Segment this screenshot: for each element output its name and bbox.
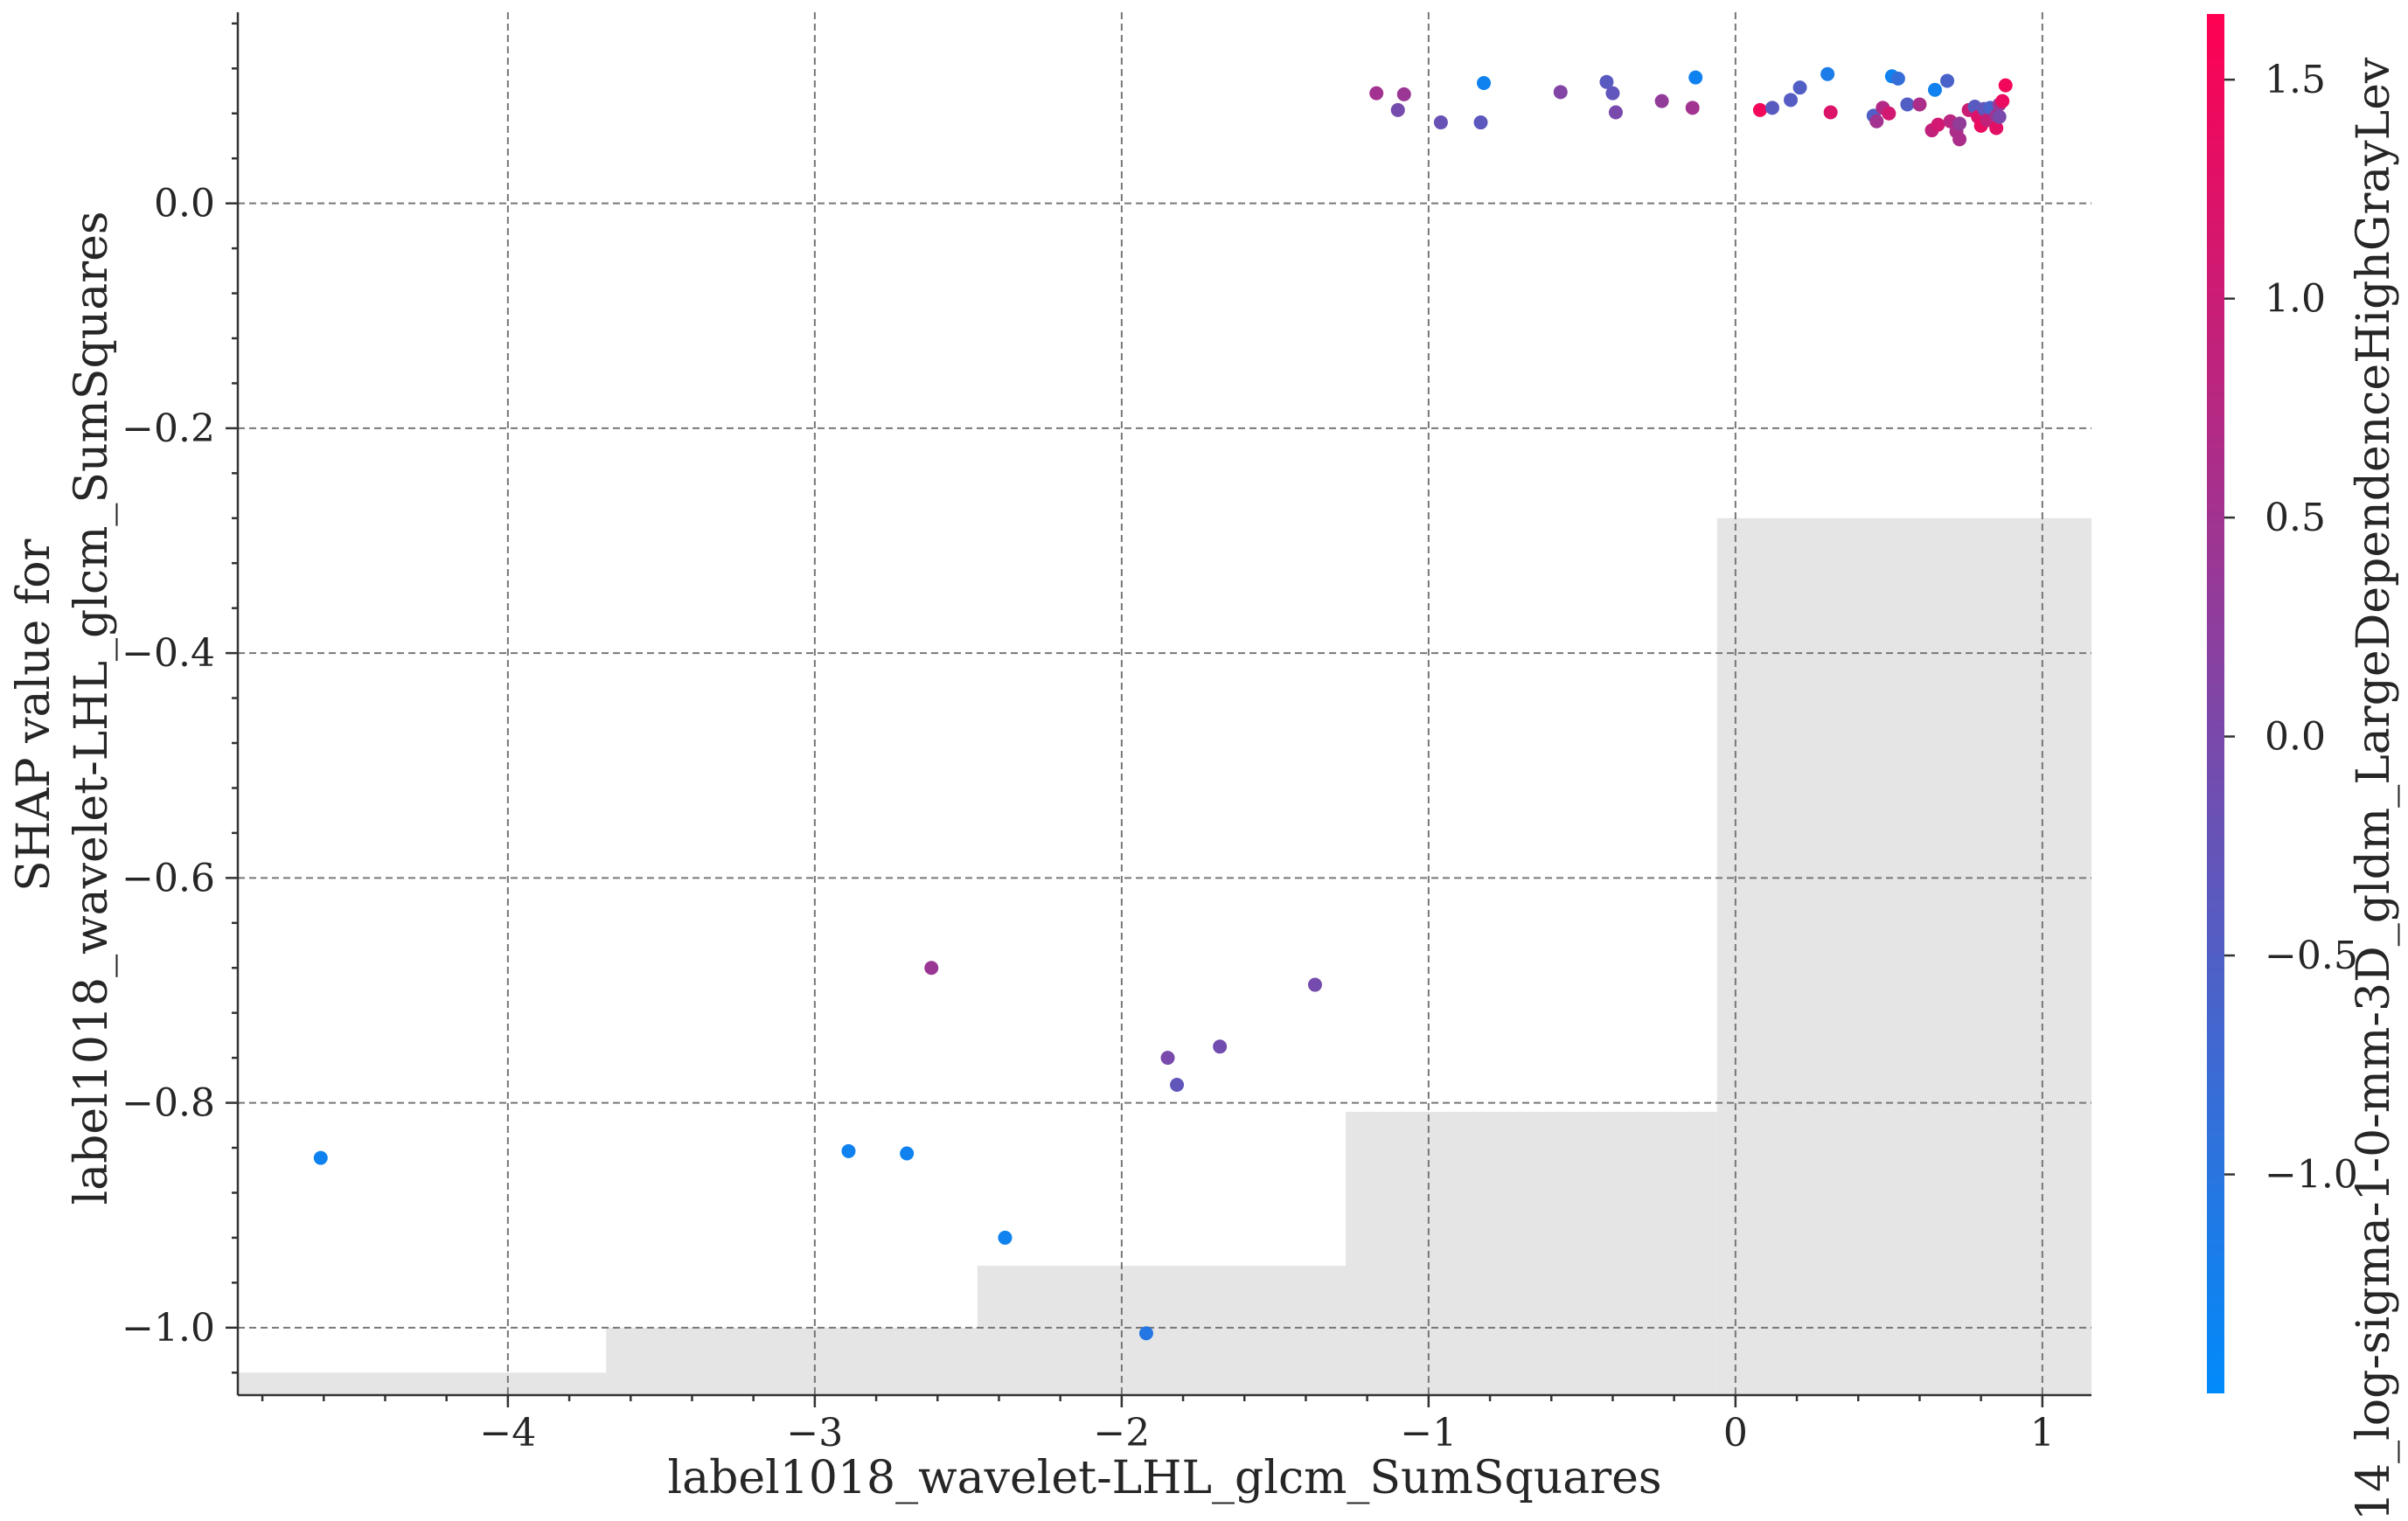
colorbar-tick-label: 1.0 — [2265, 277, 2326, 322]
colorbar-tick-label: 0.0 — [2265, 715, 2326, 760]
y-axis-label: SHAP value for label1018_wavelet-LHL_glc… — [8, 211, 118, 1205]
scatter-point — [1688, 70, 1703, 85]
x-tick-label: 1 — [2030, 1411, 2055, 1455]
colorbar-bar — [2207, 14, 2224, 1393]
scatter-point — [998, 1230, 1013, 1245]
x-axis-label: label1018_wavelet-LHL_glcm_SumSquares — [667, 1452, 1661, 1504]
scatter-point — [924, 961, 939, 976]
scatter-point — [1390, 102, 1405, 117]
colorbar: 1.5 1.0 0.5 0.0 −0.5 −1.0 — [2207, 14, 2358, 1393]
grid-layer — [238, 12, 2091, 1395]
colorbar-tick-label: −1.0 — [2265, 1153, 2358, 1198]
scatter-point — [1764, 101, 1779, 115]
scatter-point — [1213, 1039, 1228, 1054]
x-tick-label: −4 — [479, 1411, 536, 1455]
colorbar-label: 14_log-sigma-1-0-mm-3D_gldm_LargeDepende… — [2348, 57, 2400, 1521]
scatter-point — [1599, 74, 1614, 89]
scatter-point — [1900, 97, 1915, 112]
scatter-point — [1369, 86, 1384, 101]
histogram-bin — [1716, 517, 2091, 1395]
scatter-point — [1170, 1078, 1185, 1093]
scatter-point — [1931, 117, 1945, 132]
scatter-point — [1890, 71, 1905, 86]
scatter-point — [1792, 80, 1807, 95]
colorbar-tick-label: 1.5 — [2265, 58, 2326, 102]
scatter-point — [1553, 85, 1568, 100]
histogram-layer — [238, 517, 2091, 1395]
scatter-point — [313, 1150, 328, 1165]
histogram-bin — [606, 1327, 978, 1395]
scatter-point — [900, 1146, 915, 1161]
scatter-point — [1927, 82, 1942, 97]
scatter-point — [1605, 86, 1620, 101]
scatter-point — [1882, 106, 1896, 121]
y-tick-label: −1.0 — [122, 1306, 215, 1351]
y-tick-label: −0.6 — [122, 856, 215, 900]
scatter-point — [1820, 66, 1835, 81]
scatter-point — [1477, 76, 1492, 91]
x-tick-label: 0 — [1723, 1411, 1748, 1455]
histogram-bin — [977, 1266, 1347, 1395]
scatter-point — [1307, 977, 1322, 992]
scatter-point — [1138, 1326, 1153, 1341]
y-tick-label: −0.2 — [122, 406, 215, 451]
points-layer — [313, 66, 2013, 1341]
scatter-point — [1396, 87, 1411, 101]
scatter-point — [1989, 121, 2004, 135]
scatter-point — [1433, 115, 1448, 130]
colorbar-tick-label: 0.5 — [2265, 496, 2326, 540]
scatter-point — [1952, 132, 1967, 147]
x-tick-label: −3 — [786, 1411, 843, 1455]
scatter-point — [1473, 115, 1488, 130]
scatter-point — [1654, 94, 1669, 108]
scatter-point — [1998, 78, 2013, 93]
y-tick-label: −0.8 — [122, 1081, 215, 1126]
colorbar-tick-label: −0.5 — [2265, 934, 2358, 978]
y-tick-label: 0.0 — [154, 182, 215, 226]
scatter-point — [1869, 114, 1884, 128]
scatter-point — [1160, 1051, 1175, 1066]
y-tick-label: −0.4 — [122, 631, 215, 676]
scatter-point — [1784, 93, 1799, 108]
scatter-point — [1912, 97, 1927, 112]
x-tick-label: −2 — [1093, 1411, 1150, 1455]
scatter-point — [1685, 101, 1700, 115]
scatter-point — [1752, 102, 1767, 117]
y-axis-label-line-2: label1018_wavelet-LHL_glcm_SumSquares — [66, 211, 118, 1205]
histogram-bin — [1346, 1111, 1717, 1395]
histogram-bin — [238, 1372, 607, 1395]
scatter-point — [1995, 94, 2010, 108]
x-tick-label: −1 — [1400, 1411, 1457, 1455]
scatter-point — [1823, 105, 1838, 120]
axes-layer: −4 −3 −2 −1 0 1 0.0 −0.2 −0.4 −0.6 −0.8 −1.0 — [122, 12, 2091, 1455]
scatter-point — [841, 1143, 856, 1158]
scatter-point — [1952, 116, 1967, 131]
scatter-point — [1992, 109, 2007, 124]
y-axis-label-line-1: SHAP value for — [8, 539, 60, 892]
scatter-point — [1940, 73, 1955, 88]
scatter-point — [1608, 105, 1623, 120]
